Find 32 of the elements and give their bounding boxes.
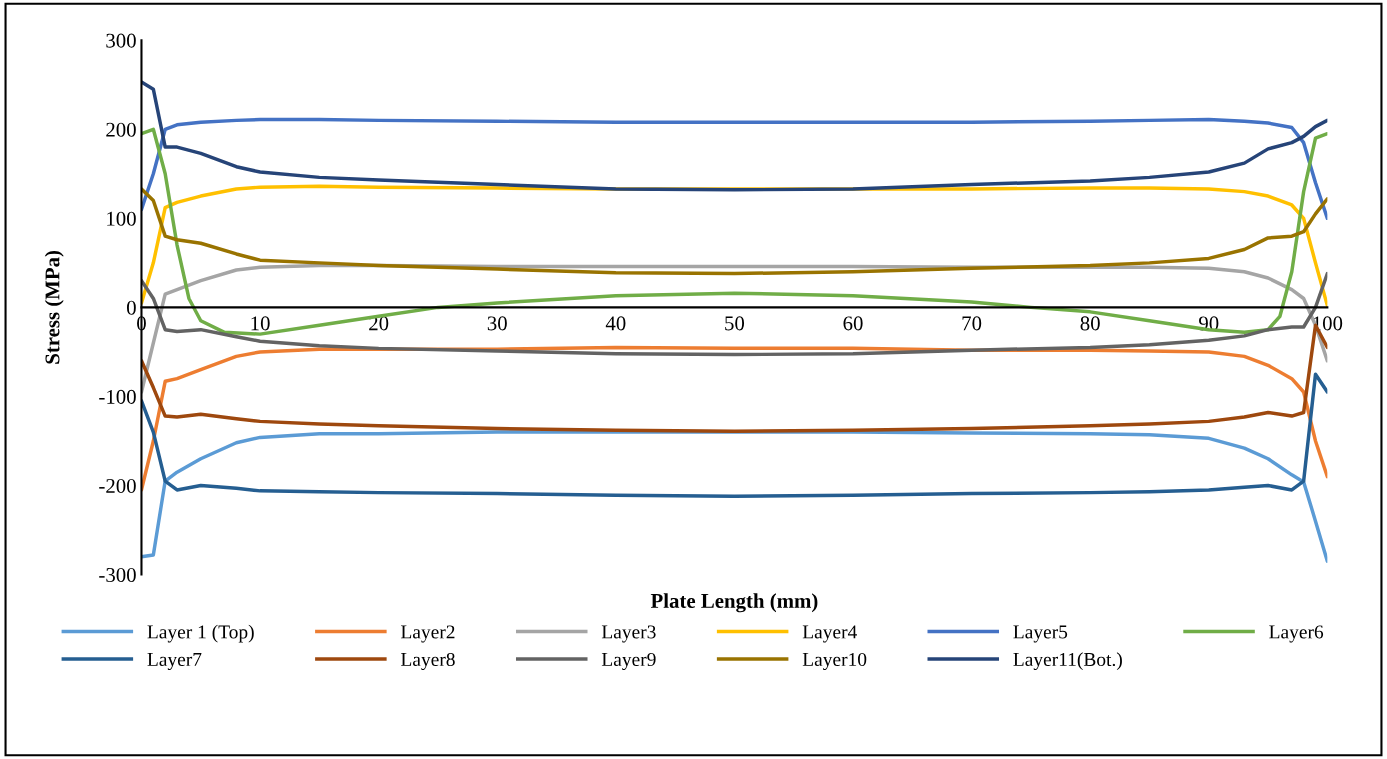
- y-tick-label: -300: [99, 567, 136, 582]
- line-series: [141, 117, 1328, 221]
- y-tick-label: 100: [107, 211, 136, 226]
- legend-label: Layer 1 (Top): [147, 624, 254, 643]
- legend-label: Layer2: [401, 625, 455, 643]
- x-tick-label: 60: [843, 316, 863, 331]
- legend-label: Layer5: [1013, 625, 1068, 643]
- x-tick-label: 50: [725, 316, 745, 331]
- x-tick-label: 70: [962, 316, 982, 331]
- legend-label: Layer6: [1269, 625, 1324, 643]
- x-tick-label: 80: [1080, 316, 1100, 331]
- line-series: [141, 80, 1328, 192]
- legend-label: Layer3: [601, 625, 656, 643]
- y-axis-title: Stress (MPa): [44, 250, 64, 364]
- x-axis-title: Plate Length (mm): [650, 593, 818, 613]
- y-tick-label: -200: [99, 478, 136, 493]
- y-tick-label: -100: [99, 389, 136, 404]
- y-tick-label: 200: [106, 122, 136, 137]
- x-tick-label: 40: [605, 316, 626, 331]
- line-series: [141, 372, 1328, 498]
- legend-label: Layer10: [802, 652, 867, 671]
- x-tick-label: 30: [487, 316, 507, 331]
- y-tick-label: 300: [106, 33, 136, 48]
- line-series: [141, 187, 1328, 276]
- y-tick-label: 0: [126, 300, 136, 315]
- legend-label: Layer9: [601, 652, 656, 671]
- legend-label: Layer8: [401, 652, 455, 671]
- x-tick-label: 10: [251, 316, 270, 331]
- line-series: [141, 430, 1328, 563]
- legend-label: Layer11(Bot.): [1013, 652, 1122, 671]
- legend-label: Layer7: [147, 653, 202, 671]
- legend-label: Layer4: [802, 625, 857, 643]
